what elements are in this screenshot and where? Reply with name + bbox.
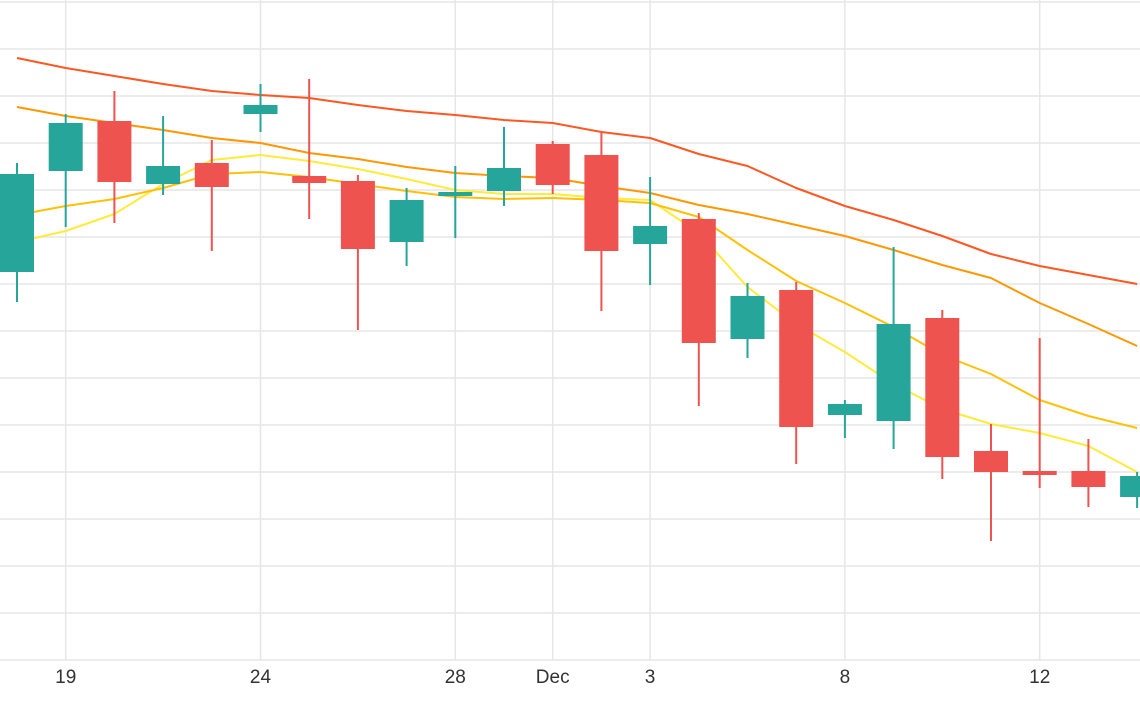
candle-body-up xyxy=(146,166,181,184)
ma_20-line xyxy=(16,106,1138,347)
candle-body-up xyxy=(876,324,911,421)
candle-body-down xyxy=(584,155,619,251)
x-tick-label: 12 xyxy=(1029,667,1050,688)
candle-body-down xyxy=(974,451,1008,472)
moving-average-lines xyxy=(16,57,1138,473)
x-tick-label: Dec xyxy=(536,667,570,688)
x-axis: 19 24 28 Dec 3 8 12 xyxy=(55,667,1050,688)
grid xyxy=(0,0,1140,661)
candle-body-up xyxy=(389,200,424,242)
x-tick-label: 3 xyxy=(645,667,656,688)
x-tick-label: 19 xyxy=(55,667,76,688)
candle-body-up xyxy=(1120,476,1140,497)
ma_30-line xyxy=(16,57,1138,285)
candle-body-down xyxy=(292,176,327,183)
candles xyxy=(0,79,1140,541)
candle-body-down xyxy=(340,181,375,249)
candle-body-down xyxy=(97,121,132,182)
candle-body-up xyxy=(0,174,34,272)
candle-body-down xyxy=(535,144,570,185)
candle-body-down xyxy=(1022,471,1057,475)
candle-body-down xyxy=(1071,471,1106,487)
candle-body-down xyxy=(681,219,716,343)
x-tick-label: 28 xyxy=(445,667,466,688)
candle-body-down xyxy=(779,290,814,427)
candle-body-down xyxy=(925,318,960,457)
candle-body-up xyxy=(633,226,668,244)
candle-body-up xyxy=(730,296,765,339)
candle-body-up xyxy=(438,192,473,196)
ma_10-line xyxy=(16,171,1138,429)
candle-body-up xyxy=(487,168,521,191)
candle-body-up xyxy=(48,123,83,171)
candle-body-up xyxy=(243,105,278,114)
candle-body-up xyxy=(827,404,862,415)
x-tick-label: 24 xyxy=(250,667,272,688)
x-tick-label: 8 xyxy=(840,667,851,688)
candle-body-down xyxy=(194,163,229,187)
